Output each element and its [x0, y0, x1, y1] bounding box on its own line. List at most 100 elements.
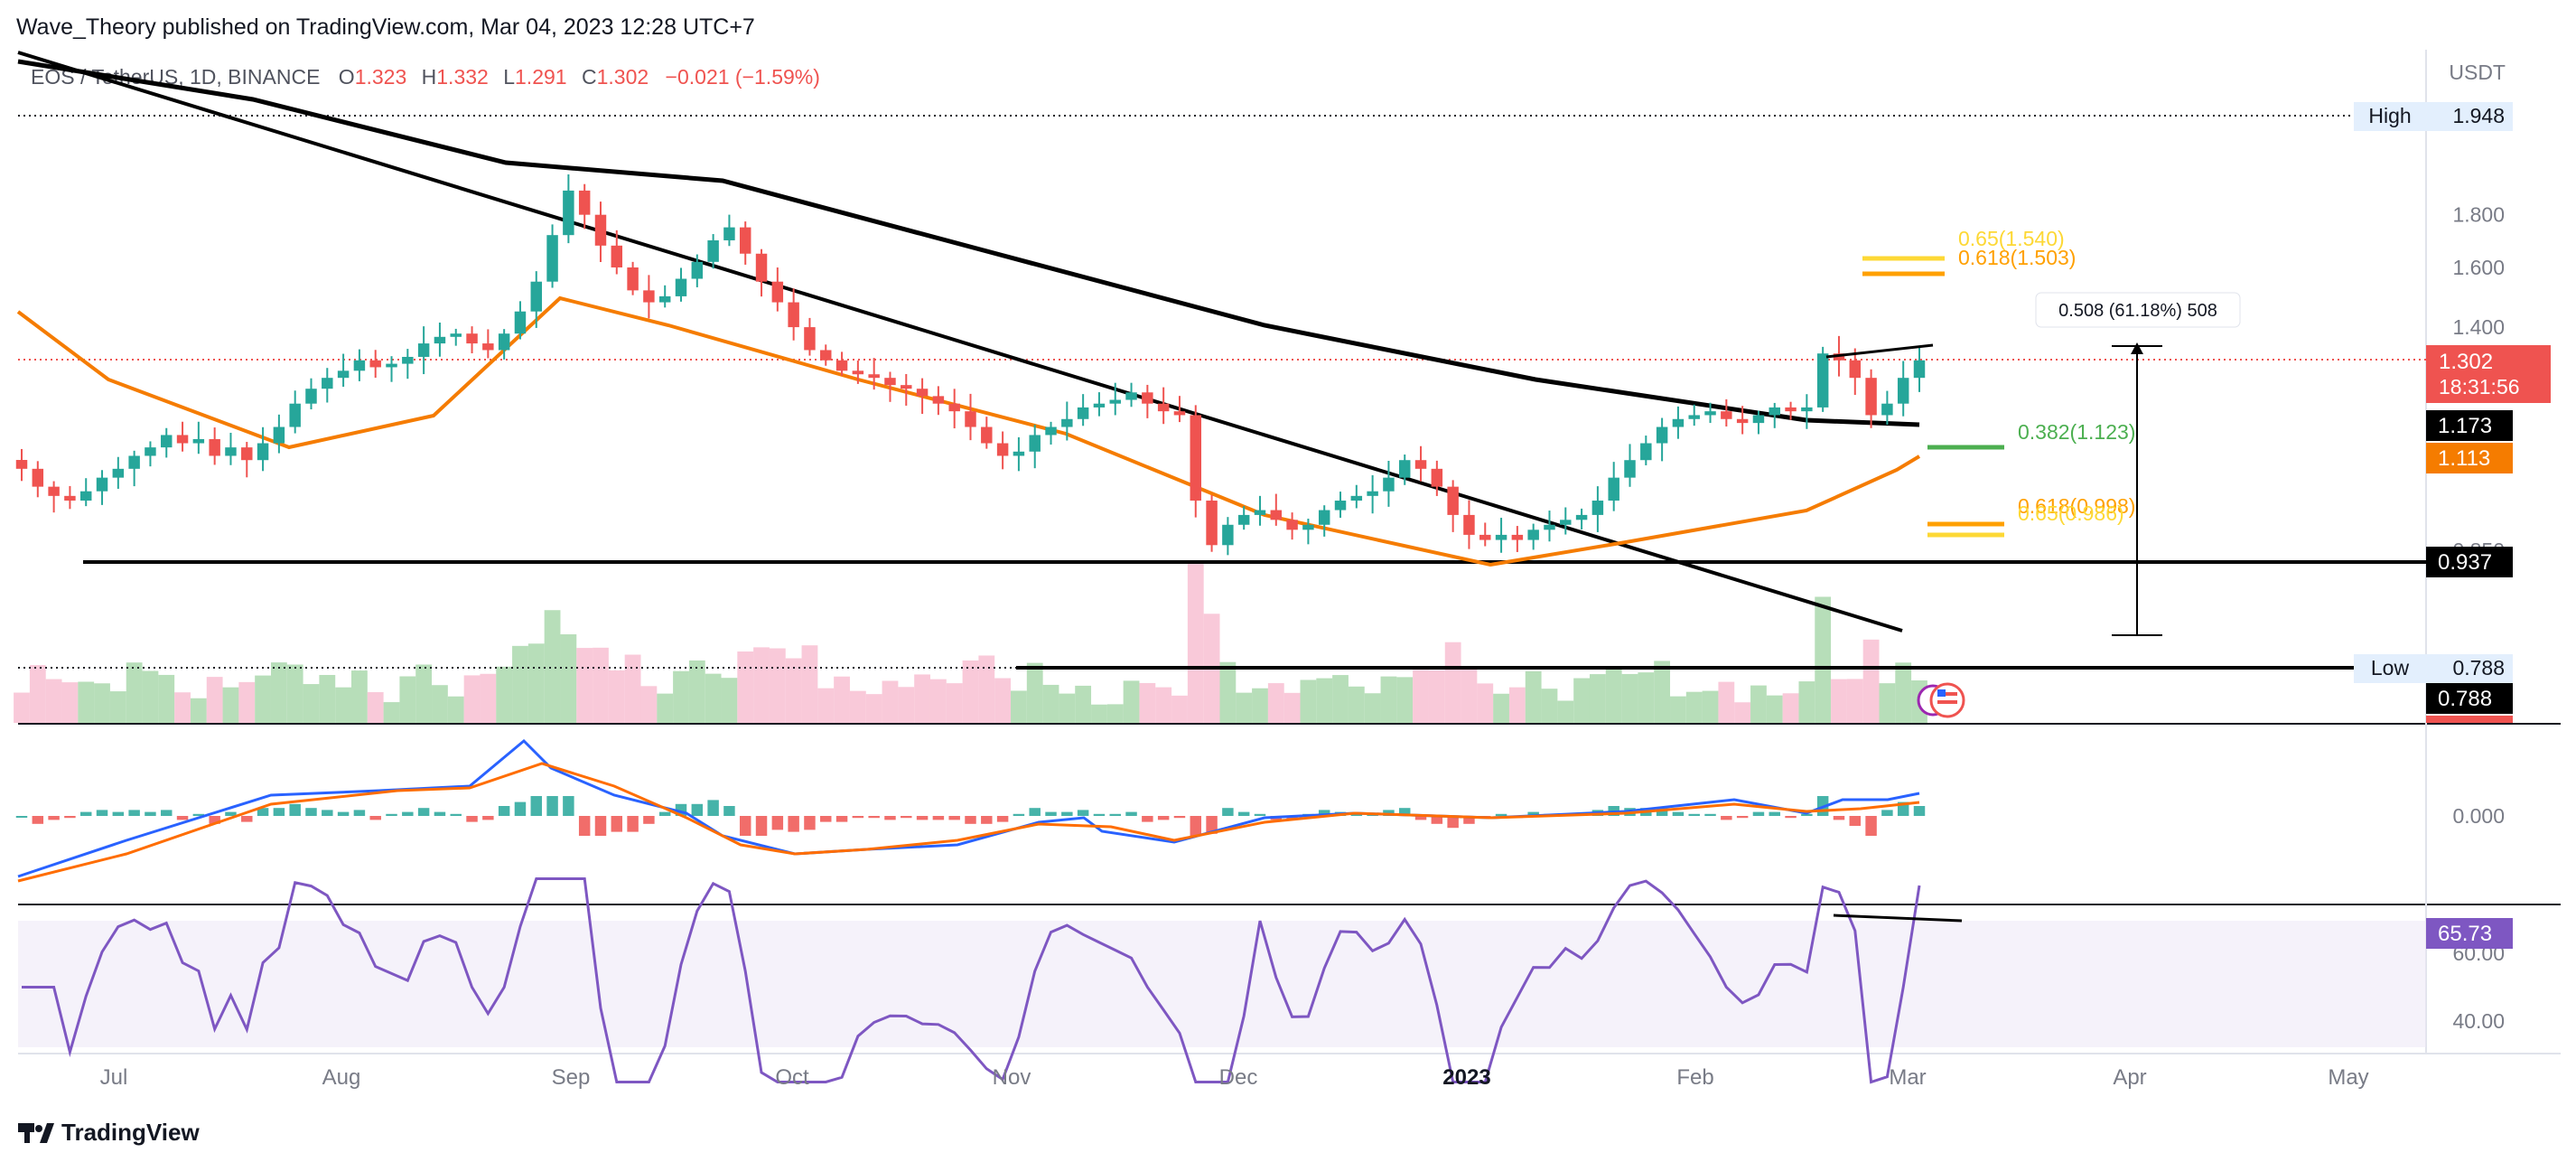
volume-bar	[1396, 677, 1414, 723]
candle-body	[1769, 407, 1780, 416]
volume-bar	[206, 677, 223, 723]
macd-histogram-bar	[466, 816, 478, 822]
time-axis-ticks: Jul Aug Sep Oct Nov Dec 2023 Feb Mar Apr May	[100, 1065, 2369, 1090]
volume-bar	[1477, 683, 1494, 723]
macd-histogram-bar	[192, 813, 205, 816]
candle-body	[1157, 403, 1170, 412]
macd-histogram-bar	[289, 803, 301, 816]
volume-bar	[1541, 689, 1558, 723]
rsi-line[interactable]	[22, 877, 1921, 1084]
macd-histogram-bar	[1237, 811, 1250, 816]
volume-bar	[1155, 687, 1172, 723]
candle-body	[1608, 477, 1619, 501]
volume-bar	[1026, 662, 1043, 723]
volume-bar	[1283, 692, 1301, 723]
macd-histogram-bar	[273, 808, 285, 816]
candle-body	[79, 491, 92, 501]
macd-histogram-bar	[434, 811, 446, 816]
candle-body	[417, 343, 430, 357]
fib-065-upper-label: 0.65(1.540)	[1958, 227, 2065, 250]
macd-histogram-bar	[1157, 816, 1170, 820]
measure-arrow-icon	[2131, 342, 2143, 354]
volume-bar	[383, 702, 400, 723]
y-tick-label: 1.800	[2452, 203, 2505, 227]
volume-bar	[801, 645, 818, 723]
volume-bar	[174, 692, 191, 723]
candle-body	[1527, 529, 1539, 540]
volume-bar	[1011, 690, 1027, 723]
macd-histogram-bar	[482, 816, 494, 820]
trendline-1[interactable]	[17, 51, 1903, 633]
volume-bar	[1750, 685, 1767, 723]
volume-bar	[1348, 686, 1365, 723]
macd-histogram-bar	[1769, 811, 1780, 816]
candle-body	[1640, 443, 1652, 461]
low-badge-label: Low	[2371, 656, 2410, 679]
macd-histogram-bar	[1752, 811, 1765, 816]
volume-bar	[1123, 680, 1140, 723]
volume-bar	[914, 674, 930, 723]
symbol-title: EOS / TetherUS, 1D, BINANCE O1.323 H1.33…	[31, 65, 820, 89]
candle-body	[273, 426, 285, 444]
ema-50-line[interactable]	[16, 295, 1921, 567]
macd-histogram-bar	[1318, 810, 1330, 816]
macd-histogram-bar	[996, 816, 1009, 822]
candle-body	[402, 356, 414, 364]
macd-histogram-bar	[498, 806, 510, 816]
volume-bar	[1139, 682, 1156, 723]
macd-histogram-bar	[369, 816, 381, 820]
last-price-value: 1.302	[2439, 350, 2493, 374]
fib-0382-label: 0.382(1.123)	[2018, 420, 2135, 444]
candle-body	[1479, 534, 1491, 540]
volume-bar	[367, 692, 384, 723]
candle-body	[1206, 501, 1218, 546]
candle-body	[1495, 534, 1507, 540]
volume-bar	[14, 692, 30, 723]
macd-histogram-bar	[1431, 816, 1443, 824]
macd-histogram-bar	[32, 816, 44, 824]
candle-body	[932, 396, 945, 404]
volume-bar	[1428, 670, 1445, 723]
volume-bar	[1525, 670, 1542, 723]
ohlc-open-label: O	[339, 65, 355, 89]
candle-body	[482, 343, 494, 351]
macd-histogram-bar	[884, 816, 896, 820]
candle-body	[675, 278, 687, 296]
macd-histogram-bar	[1142, 816, 1153, 822]
volume-bar	[705, 673, 722, 723]
macd-histogram-bar	[916, 816, 929, 820]
volume-bar	[576, 648, 593, 723]
volume-bar	[624, 654, 641, 723]
macd-histogram-bar	[161, 810, 173, 816]
macd-histogram-bar	[563, 796, 574, 816]
candle-body	[965, 411, 976, 427]
macd-histogram-bar	[627, 816, 639, 832]
macd-histogram-bar	[739, 816, 751, 836]
candle-body	[1383, 477, 1395, 492]
resistance-mini-line[interactable]	[1825, 343, 1934, 359]
macd-histogram-bar	[1688, 813, 1700, 816]
candle-body	[1173, 411, 1186, 416]
candle-body	[916, 389, 929, 397]
ema-200-line[interactable]	[17, 59, 1920, 427]
macd-histogram-bar	[1013, 813, 1025, 816]
fib-065-lower-label: 0.65(0.986)	[2018, 501, 2124, 525]
candle-body	[1447, 486, 1459, 515]
candle-body	[1833, 353, 1845, 361]
signal-line[interactable]	[17, 762, 1920, 883]
volume-bar	[1702, 690, 1719, 723]
macd-histogram-bar	[353, 810, 366, 816]
volume-bar	[270, 662, 287, 723]
macd-histogram-bar	[901, 816, 912, 819]
volume-bar	[1782, 693, 1799, 723]
volume-bar	[447, 696, 464, 723]
last-price-badge	[2426, 345, 2551, 403]
macd-histogram-bar	[948, 816, 960, 820]
us-flag-stripes-2	[1937, 700, 1957, 704]
volume-bar	[142, 670, 159, 723]
rsi-divergence-line[interactable]	[1833, 914, 1963, 923]
candle-body	[112, 468, 125, 478]
macd-histogram-bar	[1350, 813, 1363, 816]
macd-histogram-bar	[546, 796, 558, 816]
y-tick-label: 1.400	[2452, 315, 2505, 339]
